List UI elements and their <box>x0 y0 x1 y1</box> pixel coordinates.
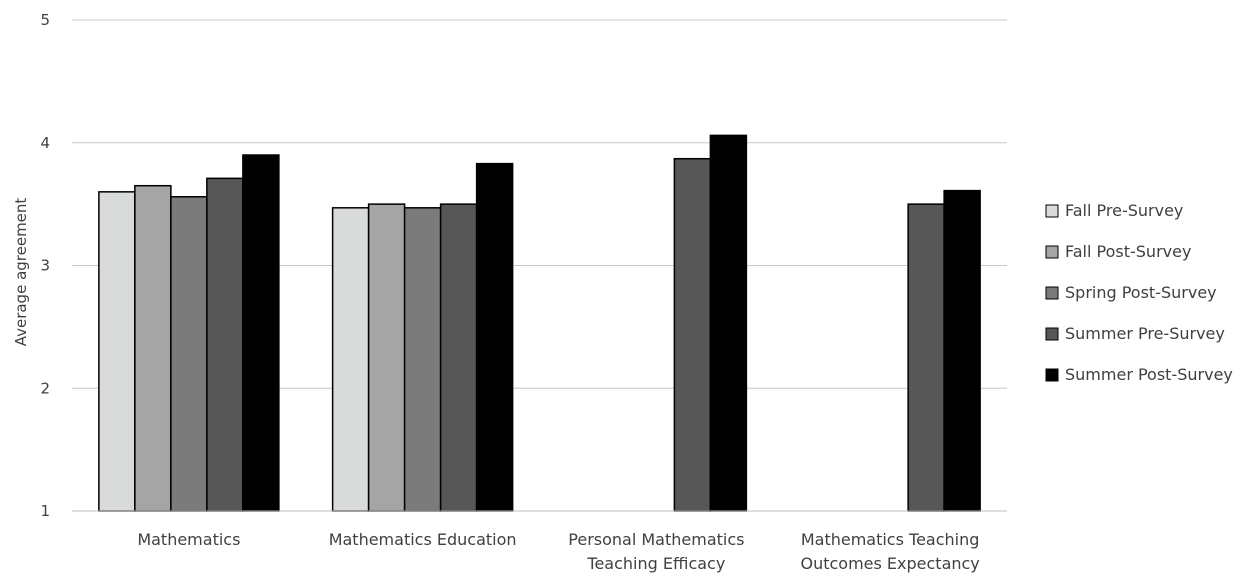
x-category-label: Mathematics Teaching Outcomes Expectancy <box>800 530 979 573</box>
legend-swatch <box>1045 245 1059 259</box>
y-tick-label: 5 <box>40 11 50 29</box>
y-tick-label: 1 <box>40 502 50 520</box>
bar-summer-pre-survey <box>673 157 712 512</box>
bar-summer-pre-survey <box>907 203 945 512</box>
bar-summer-post-survey <box>709 134 748 512</box>
bar-fall-pre-survey <box>98 191 136 512</box>
bar-fall-pre-survey <box>331 207 370 512</box>
legend-label: Summer Post-Survey <box>1065 365 1233 384</box>
legend-swatch <box>1045 286 1059 300</box>
bar-summer-pre-survey <box>439 203 478 512</box>
x-category-label: Mathematics Education <box>329 530 517 549</box>
bar-summer-post-survey <box>943 189 981 512</box>
bar-spring-post-survey <box>403 207 442 512</box>
y-tick-label: 3 <box>40 257 50 275</box>
axes: 1 2 3 4 5 Mathematics Mathematics Education Per… <box>40 11 1007 573</box>
bars <box>98 134 981 512</box>
bar-summer-pre-survey <box>206 177 244 512</box>
legend-swatch <box>1045 204 1059 218</box>
y-tick-label: 4 <box>40 134 50 152</box>
bar-spring-post-survey <box>170 196 208 512</box>
y-tick-label: 2 <box>40 379 50 397</box>
legend-label: Fall Pre-Survey <box>1065 201 1183 220</box>
legend-label: Fall Post-Survey <box>1065 242 1191 261</box>
legend-label: Spring Post-Survey <box>1065 283 1217 302</box>
bar-summer-post-survey <box>475 162 514 512</box>
x-category-label: Mathematics <box>137 530 240 549</box>
y-axis-title: Average agreement <box>12 198 30 347</box>
x-category-label: Personal Mathematics Teaching Efficacy <box>568 530 744 573</box>
legend-swatch <box>1045 327 1059 341</box>
legend-swatch <box>1045 368 1059 382</box>
bar-fall-post-survey <box>367 203 406 512</box>
bar-summer-post-survey <box>242 154 280 512</box>
bar-fall-post-survey <box>134 184 172 512</box>
legend: Fall Pre-Survey Fall Post-Survey Spring Po… <box>1045 201 1233 384</box>
legend-label: Summer Pre-Survey <box>1065 324 1225 343</box>
